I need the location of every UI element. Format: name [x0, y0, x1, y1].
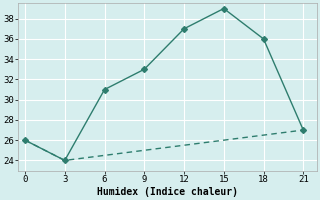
X-axis label: Humidex (Indice chaleur): Humidex (Indice chaleur) — [97, 186, 238, 197]
